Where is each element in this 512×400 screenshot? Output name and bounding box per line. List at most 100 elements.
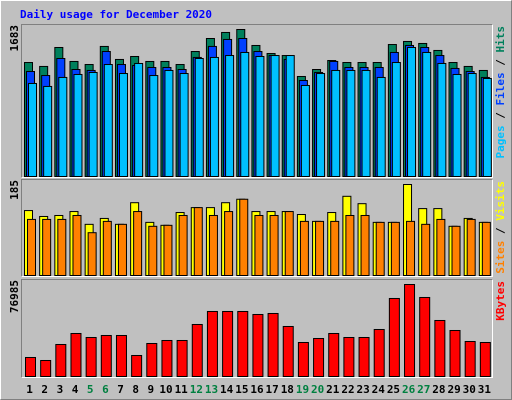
bar: [267, 312, 279, 378]
bar: [346, 69, 356, 177]
bar: [481, 221, 491, 276]
x-tick-label: 11: [175, 383, 189, 396]
bar: [391, 62, 401, 177]
bar: [300, 84, 310, 177]
bar: [360, 214, 370, 276]
bar: [206, 310, 218, 377]
bar: [85, 336, 97, 378]
legend-entry: Pages: [494, 125, 507, 158]
panel-edge: [21, 24, 493, 178]
bar: [373, 328, 385, 378]
bar: [255, 55, 265, 177]
bar: [28, 82, 37, 177]
bar: [343, 336, 355, 378]
x-tick-label: 28: [432, 383, 445, 396]
x-tick-label: 13: [205, 383, 218, 396]
x-tick-label: 25: [387, 383, 400, 396]
y-tick-label: 76985: [8, 280, 21, 313]
bar: [118, 73, 128, 177]
bar: [191, 323, 203, 377]
x-tick-label: 5: [87, 383, 94, 396]
bar: [70, 332, 82, 377]
legend: Pages / Files / Hits: [494, 26, 507, 159]
x-tick-label: 4: [72, 383, 79, 396]
x-tick-label: 15: [235, 383, 248, 396]
bar: [299, 220, 309, 276]
bar: [390, 221, 400, 276]
bar: [464, 340, 476, 377]
bar: [466, 218, 476, 277]
bar: [225, 55, 235, 177]
legend-entry: Hits: [494, 26, 507, 53]
bar: [407, 46, 417, 177]
x-tick-label: 1: [26, 383, 33, 396]
bar: [193, 207, 203, 276]
bar: [436, 218, 446, 277]
x-tick-label: 16: [250, 383, 264, 396]
bar: [148, 225, 158, 276]
bar: [315, 220, 325, 276]
bar: [358, 336, 370, 378]
bar: [72, 214, 82, 276]
legend-entry: Files: [494, 72, 507, 105]
legend-entry: Visits: [494, 181, 507, 221]
legend-separator: /: [494, 221, 507, 241]
bar: [57, 218, 67, 277]
bar: [328, 332, 340, 377]
bar: [284, 211, 294, 276]
x-tick-label: 23: [357, 383, 370, 396]
bar: [100, 334, 112, 377]
bar: [388, 297, 400, 377]
bar: [209, 56, 219, 177]
bar: [58, 76, 68, 177]
x-tick-label: 18: [281, 383, 294, 396]
bar: [345, 214, 355, 276]
bar: [285, 55, 295, 177]
bar: [297, 341, 309, 377]
bar: [419, 296, 431, 377]
x-tick-label: 21: [326, 383, 340, 396]
bar: [87, 232, 97, 276]
bar: [102, 220, 112, 276]
bar: [239, 198, 249, 276]
legend-separator: /: [494, 106, 507, 126]
x-tick-label: 26: [402, 383, 416, 396]
bar: [178, 214, 188, 276]
bar: [375, 221, 385, 276]
bar: [482, 78, 492, 177]
bar: [331, 69, 341, 177]
bar: [313, 337, 325, 378]
x-tick-label: 29: [447, 383, 460, 396]
bar: [269, 214, 279, 276]
legend: Sites / Visits: [494, 181, 507, 274]
bar: [103, 64, 113, 177]
bar: [479, 341, 491, 377]
bar: [422, 51, 432, 177]
bar: [117, 223, 127, 277]
bar: [164, 69, 174, 177]
x-tick-label: 19: [296, 383, 309, 396]
bar: [252, 313, 264, 378]
bar: [434, 319, 446, 377]
bar: [161, 339, 173, 378]
x-tick-label: 17: [266, 383, 279, 396]
x-tick-label: 30: [463, 383, 476, 396]
bar: [115, 334, 127, 377]
bar: [25, 356, 36, 377]
x-tick-label: 24: [372, 383, 386, 396]
bar: [73, 73, 83, 177]
bar: [42, 218, 52, 277]
bar: [27, 218, 36, 277]
x-tick-label: 27: [417, 383, 430, 396]
bar: [452, 73, 462, 177]
bar: [254, 214, 264, 276]
bar: [240, 51, 250, 177]
bar: [376, 76, 386, 177]
bar: [146, 342, 158, 377]
bar: [361, 69, 371, 177]
x-tick-label: 9: [148, 383, 155, 396]
y-tick-label: 1683: [8, 25, 21, 52]
bar: [316, 73, 326, 177]
